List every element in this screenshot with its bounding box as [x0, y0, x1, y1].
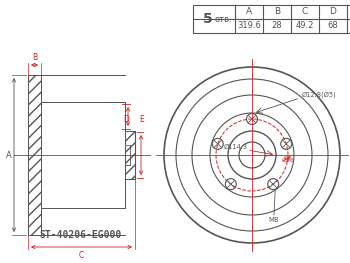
Text: B: B: [32, 53, 37, 62]
Text: C: C: [302, 8, 308, 17]
Text: 153.3: 153.3: [349, 22, 350, 31]
Text: M8: M8: [269, 217, 279, 223]
Text: Ø12.8(Ø5): Ø12.8(Ø5): [302, 92, 337, 98]
Text: 5: 5: [203, 12, 212, 26]
Text: A: A: [246, 8, 252, 17]
Text: D: D: [123, 115, 129, 124]
Text: E: E: [139, 115, 144, 124]
Bar: [28, 75, 41, 235]
Text: A: A: [6, 150, 12, 159]
Text: ST-40206-EG000: ST-40206-EG000: [39, 230, 121, 240]
Text: 68: 68: [328, 22, 338, 31]
Text: C: C: [79, 251, 84, 260]
Text: отв.: отв.: [215, 14, 232, 23]
Text: D: D: [330, 8, 336, 17]
Text: B: B: [274, 8, 280, 17]
Text: 28: 28: [272, 22, 282, 31]
Text: Ø114.3: Ø114.3: [224, 144, 248, 150]
Bar: [193, 5, 350, 33]
Text: 49.2: 49.2: [296, 22, 314, 31]
Text: Ø96: Ø96: [282, 158, 295, 163]
Text: 319.6: 319.6: [237, 22, 261, 31]
Bar: [125, 131, 135, 179]
